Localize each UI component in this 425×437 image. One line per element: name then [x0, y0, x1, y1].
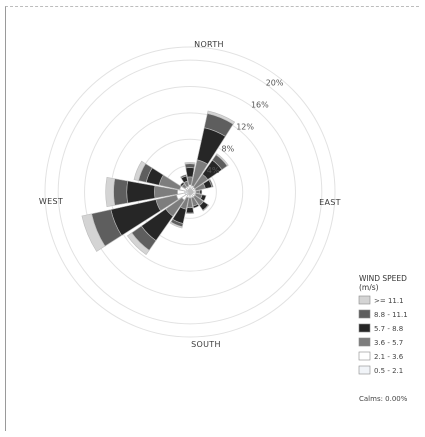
- ring-label-layer: 4% 8% 12% 16% 20%: [207, 79, 284, 175]
- petal-dir6-bin4: [202, 204, 210, 212]
- legend-swatch-4: [358, 337, 371, 347]
- petal-dir7-bin3: [192, 203, 200, 209]
- petal-dir4-bin3: [199, 189, 203, 195]
- legend-swatch-2: [358, 309, 371, 319]
- legend-swatch-1: [358, 295, 371, 305]
- petal-dir12-bin5: [105, 177, 116, 207]
- ring-5: [57, 59, 323, 325]
- ring-label-2: 8%: [221, 144, 234, 153]
- direction-east-label: EAST: [319, 198, 341, 207]
- legend-label-4: 3.6 - 5.7: [374, 339, 403, 347]
- ring-label-1: 4%: [207, 166, 220, 175]
- petal-dir3-bin4: [208, 178, 214, 188]
- ring-label-3: 12%: [236, 122, 254, 131]
- legend: WIND SPEED (m/s) >= 11.1 8.8 - 11.1 5.7 - …: [358, 274, 408, 403]
- legend-label-3: 5.7 - 8.8: [374, 325, 403, 333]
- direction-north-label: NORTH: [194, 40, 224, 49]
- ring-4: [84, 86, 296, 298]
- frame-border: [5, 6, 419, 431]
- petal-dir0-bin4: [184, 163, 196, 169]
- petal-dir9-bin5: [169, 221, 183, 229]
- petal-layer: [81, 110, 236, 256]
- petal-dir2-bin5: [215, 153, 229, 167]
- petal-dir8-bin3: [185, 207, 195, 214]
- legend-unit: (m/s): [359, 283, 379, 292]
- legend-swatch-6: [358, 365, 371, 375]
- legend-label-2: 8.8 - 11.1: [374, 311, 408, 319]
- petal-dir8-bin4: [185, 212, 195, 215]
- petal-dir12-bin3: [126, 180, 156, 204]
- petal-dir0-bin3: [185, 167, 195, 178]
- legend-swatch-3: [358, 323, 371, 333]
- petal-dir11-bin5: [81, 213, 106, 252]
- petal-dir5-bin3: [200, 194, 207, 202]
- direction-west-label: WEST: [39, 197, 63, 206]
- legend-items: >= 11.1 8.8 - 11.1 5.7 - 8.8 3.6 - 5.7 2.1 -…: [358, 295, 408, 375]
- petal-dir10-bin5: [126, 232, 150, 256]
- ring-label-4: 16%: [251, 101, 269, 110]
- legend-label-6: 0.5 - 2.1: [374, 367, 403, 375]
- petal-dir1-bin5: [207, 110, 236, 125]
- legend-label-1: >= 11.1: [374, 297, 404, 305]
- petal-dir0-bin5: [184, 162, 196, 165]
- petal-dir14-bin3: [179, 181, 185, 187]
- direction-south-label: SOUTH: [191, 340, 221, 349]
- legend-calms: Calms: 0.00%: [359, 395, 408, 403]
- outer-ring: [44, 46, 336, 338]
- petal-dir12-bin4: [113, 178, 129, 206]
- legend-label-5: 2.1 - 3.6: [374, 353, 404, 361]
- petal-dir15-bin4: [180, 174, 187, 179]
- ring-label-5: 20%: [266, 79, 284, 88]
- legend-title: WIND SPEED: [359, 274, 407, 283]
- petal-dir13-bin5: [133, 160, 146, 181]
- legend-swatch-5: [358, 351, 371, 361]
